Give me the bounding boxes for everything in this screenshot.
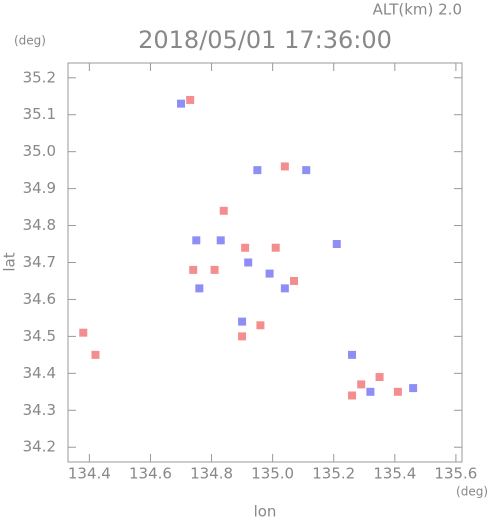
echo-patch <box>253 166 262 175</box>
x-tick-label: 134.4 <box>68 465 111 483</box>
echo-patch <box>177 99 186 108</box>
echo-patch <box>91 350 100 359</box>
y-tick-label: 34.3 <box>23 401 56 419</box>
x-tick-label: 135.4 <box>373 465 416 483</box>
y-tick-label: 34.4 <box>23 364 56 382</box>
echo-patch <box>241 243 250 252</box>
y-tick-label: 34.9 <box>23 179 56 197</box>
echo-patch <box>409 384 418 393</box>
echo-patch <box>366 387 375 396</box>
plot-frame <box>67 62 463 463</box>
y-tick-label: 34.6 <box>23 290 56 308</box>
echo-patch <box>393 387 402 396</box>
y-tick-label: 35.0 <box>23 142 56 160</box>
echo-patch <box>210 265 219 274</box>
y-tick-label: 34.5 <box>23 327 56 345</box>
x-tick-label: 135.6 <box>434 465 477 483</box>
echo-patch <box>348 391 357 400</box>
y-tick-label: 35.2 <box>23 68 56 86</box>
altitude-label: ALT(km) 2.0 <box>373 1 462 19</box>
y-tick-label: 34.8 <box>23 216 56 234</box>
echo-patch <box>280 162 289 171</box>
echo-patch <box>265 269 274 278</box>
echo-patch <box>280 284 289 293</box>
x-tick-label: 135.0 <box>251 465 294 483</box>
echo-patch <box>290 276 299 285</box>
y-tick-label: 34.7 <box>23 253 56 271</box>
echo-patch <box>256 321 265 330</box>
echo-patch <box>195 284 204 293</box>
echo-patch <box>302 166 311 175</box>
echo-patch <box>238 317 247 326</box>
y-axis-label: lat <box>1 252 19 271</box>
echo-patch <box>271 243 280 252</box>
echo-patch <box>189 265 198 274</box>
echo-patch <box>244 258 253 267</box>
y-unit: (deg) <box>14 34 46 48</box>
x-tick-label: 135.2 <box>312 465 355 483</box>
echo-patch <box>357 380 366 389</box>
echo-patch <box>375 373 384 382</box>
echo-patch <box>332 240 341 249</box>
echo-patch <box>192 236 201 245</box>
echo-patch <box>216 236 225 245</box>
echo-patch <box>186 95 195 104</box>
echo-patch <box>238 332 247 341</box>
echo-patch <box>219 206 228 215</box>
y-tick-label: 35.1 <box>23 105 56 123</box>
y-tick-label: 34.2 <box>23 438 56 456</box>
echo-patch <box>79 328 88 337</box>
x-axis-label: lon <box>254 503 277 521</box>
x-tick-label: 134.8 <box>190 465 233 483</box>
echo-patch <box>348 350 357 359</box>
chart-title: 2018/05/01 17:36:00 <box>138 26 392 54</box>
x-tick-label: 134.6 <box>129 465 172 483</box>
x-unit: (deg) <box>456 485 488 499</box>
